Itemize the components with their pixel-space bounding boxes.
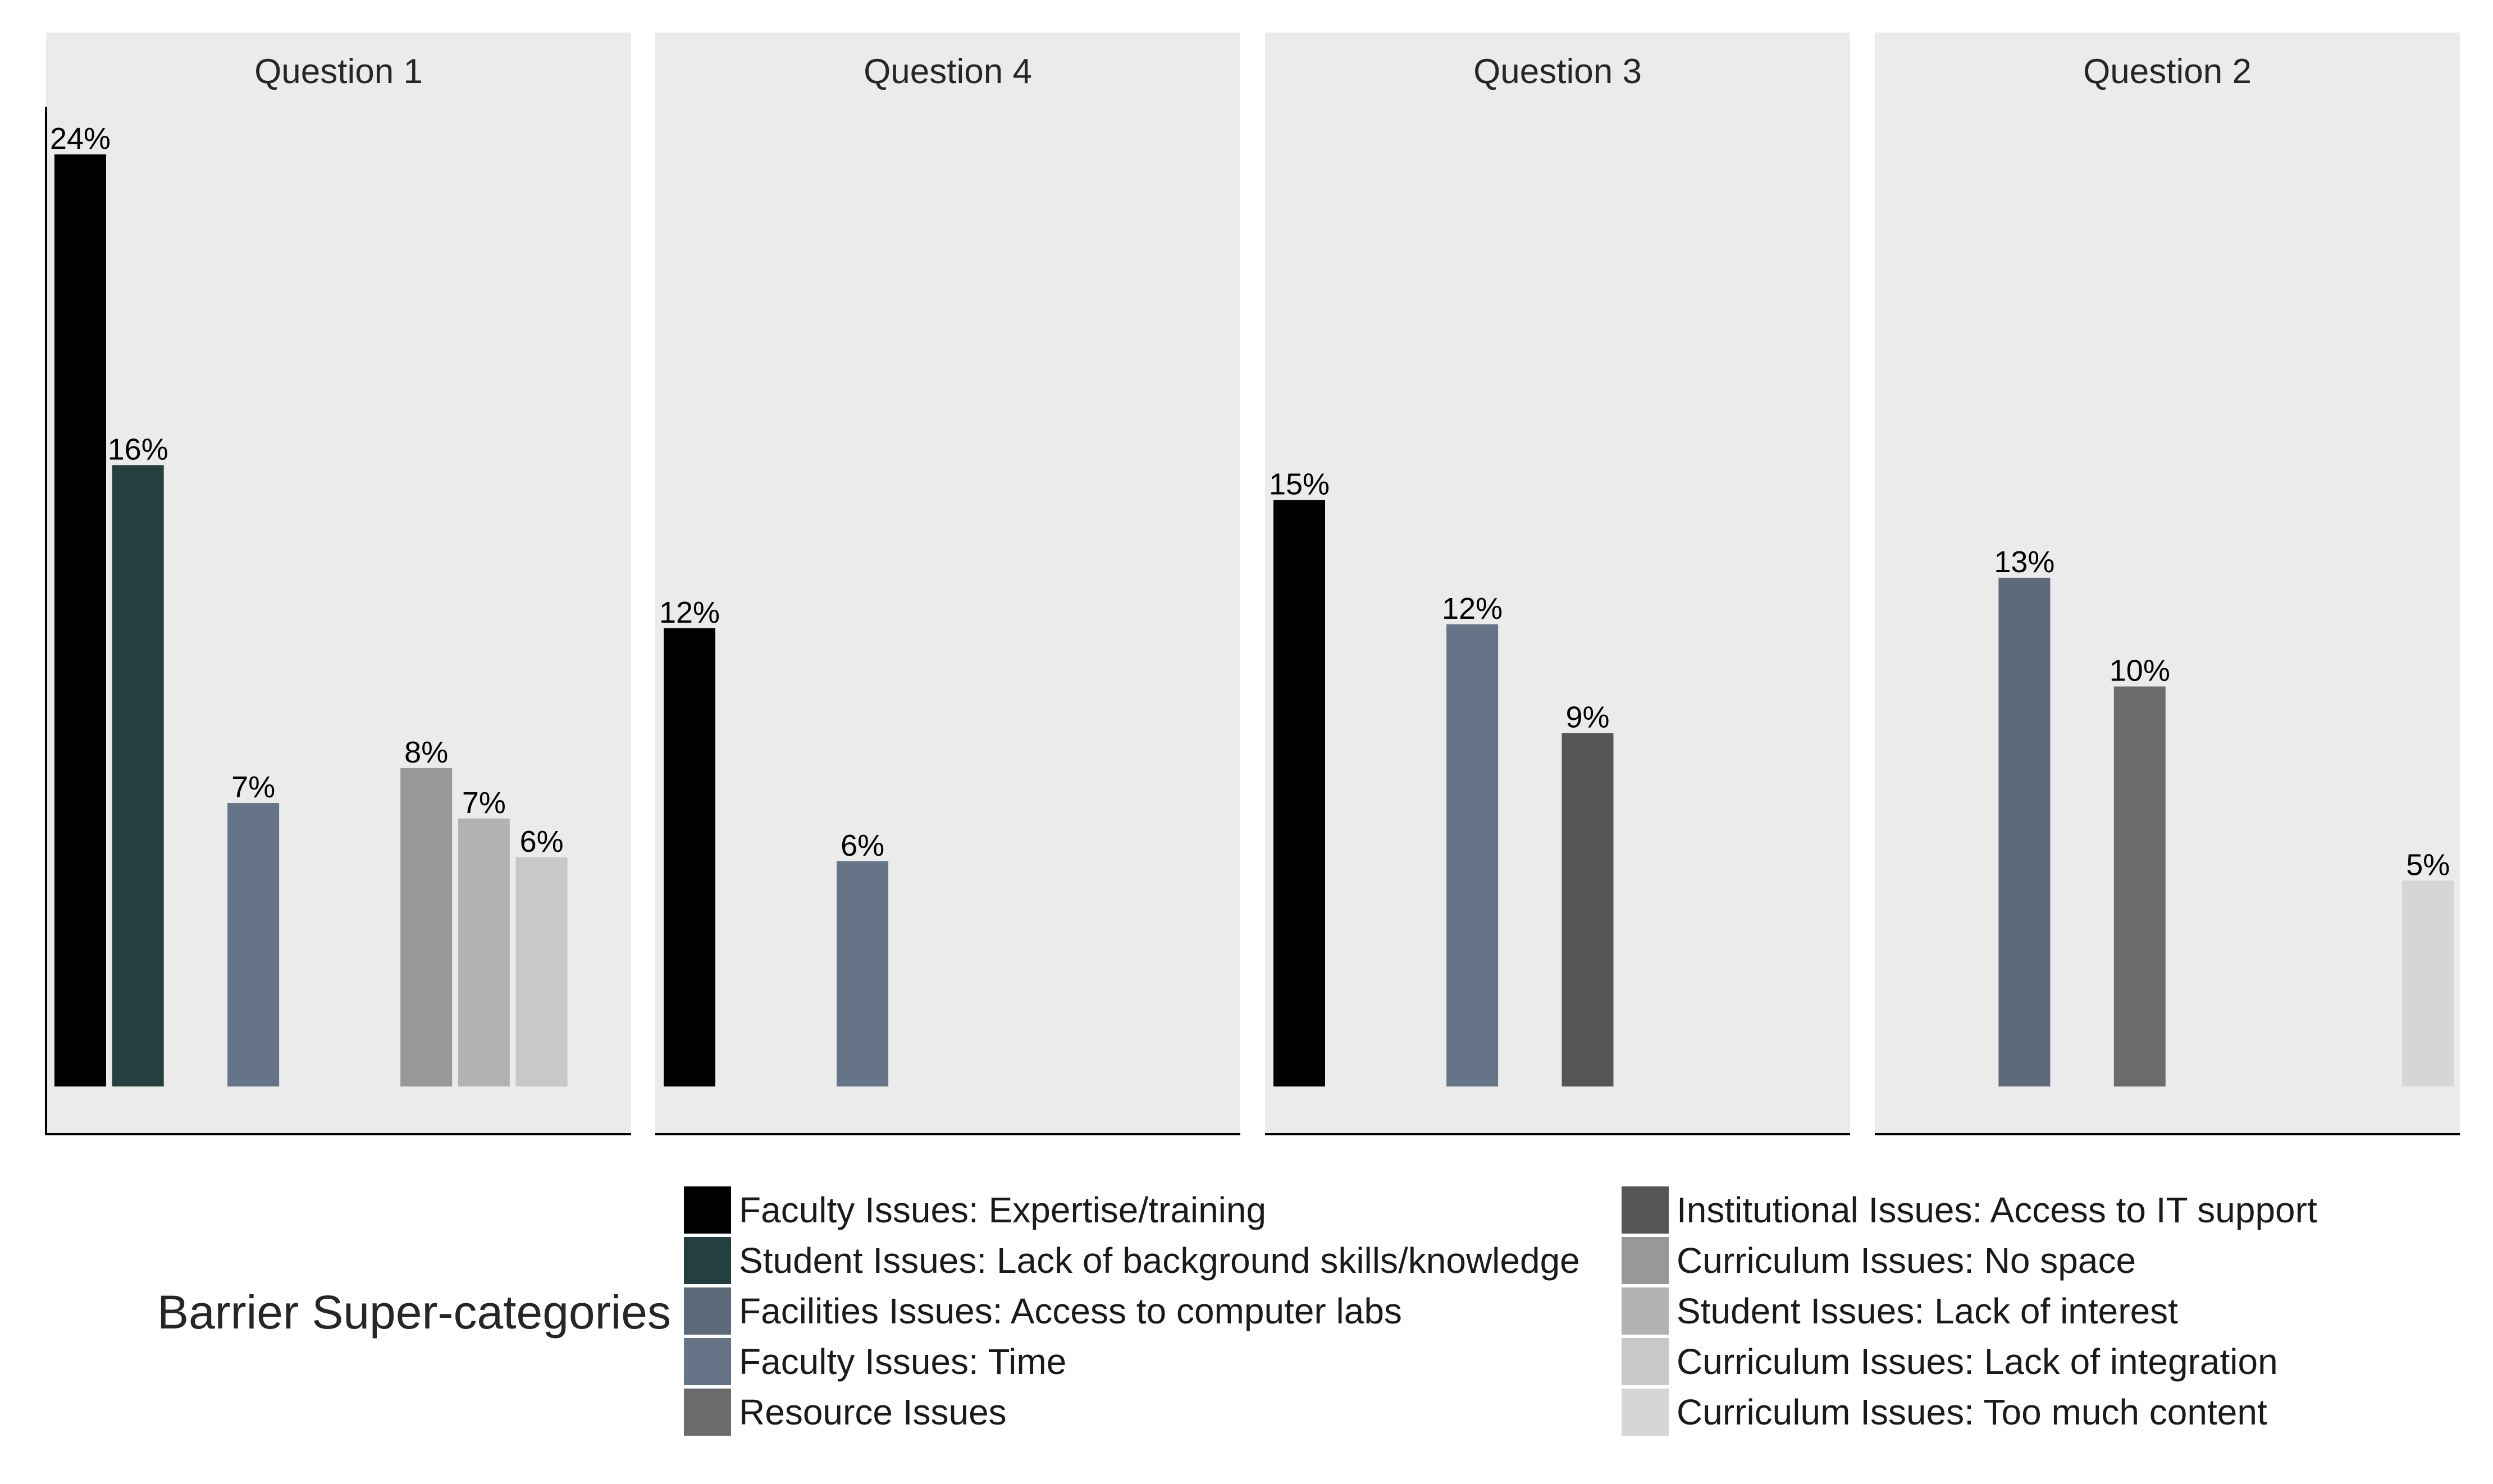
legend-label: Resource Issues [739,1392,1007,1432]
legend-item-curriculum-issues-lack-of-integration: Curriculum Issues: Lack of integration [1622,1338,2278,1385]
bar-question-3-faculty-issues-expertise-training [1273,500,1325,1087]
legend-item-faculty-issues-time: Faculty Issues: Time [684,1338,1066,1385]
panel-title: Question 4 [864,52,1032,91]
legend-swatch [1622,1338,1669,1385]
bar-question-3-institutional-issues-access-to-it-support [1561,733,1614,1086]
bar-value-label: 12% [659,596,720,629]
panel-question-2: Question 2 13% 10% 5% [1875,33,2460,1135]
panel-background [655,33,1240,1134]
legend-swatch [1622,1389,1669,1436]
panel-background [1875,33,2460,1134]
legend-item-institutional-issues-access-to-it-support: Institutional Issues: Access to IT suppo… [1622,1186,2317,1234]
legend-label: Curriculum Issues: No space [1677,1240,2136,1281]
bar-question-1-faculty-issues-expertise-training [54,154,106,1086]
legend-swatch [1622,1287,1669,1335]
panel-question-1: Question 1 24% 16% 7% 8% 7% 6% [45,33,631,1135]
bar-question-4-faculty-issues-time [837,861,889,1086]
legend-item-student-issues-lack-of-interest: Student Issues: Lack of interest [1622,1287,2178,1335]
bar-value-label: 9% [1565,701,1609,734]
bar-value-label: 5% [2406,848,2450,882]
bar-question-2-facilities-issues-access-to-computer-labs [1998,577,2051,1086]
legend-label: Faculty Issues: Time [739,1341,1066,1382]
legend-label: Student Issues: Lack of interest [1677,1291,2178,1331]
legend-swatch [684,1237,731,1284]
bar-question-1-student-issues-lack-of-interest [458,818,510,1086]
legend-label: Curriculum Issues: Too much content [1677,1392,2267,1432]
legend-swatch [684,1186,731,1234]
legend-item-student-issues-lack-of-background-skills-knowledge: Student Issues: Lack of background skill… [684,1237,1580,1284]
bar-value-label: 10% [2110,654,2170,688]
legend-label: Student Issues: Lack of background skill… [739,1240,1580,1281]
legend-item-curriculum-issues-no-space: Curriculum Issues: No space [1622,1237,2136,1284]
legend-swatch [1622,1237,1669,1284]
bar-value-label: 13% [1994,545,2054,579]
panel-title: Question 1 [254,52,423,91]
legend: Barrier Super-categories Faculty Issues:… [157,1186,2317,1436]
legend-item-resource-issues: Resource Issues [684,1389,1007,1436]
legend-swatch [684,1389,731,1436]
bar-value-label: 16% [108,432,168,466]
bar-question-2-resource-issues [2113,686,2166,1086]
panel-background [1265,33,1850,1134]
legend-item-faculty-issues-expertise-training: Faculty Issues: Expertise/training [684,1186,1266,1234]
panel-title: Question 2 [2083,52,2252,91]
bar-question-3-faculty-issues-time [1446,624,1499,1086]
panel-question-3: Question 3 15% 12% 9% [1265,33,1850,1135]
panel-question-4: Question 4 12% 6% [655,33,1240,1135]
legend-label: Curriculum Issues: Lack of integration [1677,1341,2278,1382]
chart-panels: Question 124%16%7%8%7%6%Question 412%6%Q… [45,33,2460,1135]
bar-question-4-faculty-issues-expertise-training [664,628,715,1086]
bar-value-label: 15% [1269,468,1330,501]
bar-value-label: 7% [462,786,506,820]
panel-title: Question 3 [1473,52,1642,91]
legend-label: Faculty Issues: Expertise/training [739,1190,1266,1230]
legend-label: Institutional Issues: Access to IT suppo… [1677,1190,2317,1230]
legend-item-facilities-issues-access-to-computer-labs: Facilities Issues: Access to computer la… [684,1287,1402,1335]
legend-items: Faculty Issues: Expertise/training Studen… [684,1186,2317,1436]
legend-swatch [684,1338,731,1385]
bar-question-1-faculty-issues-time [227,803,280,1086]
legend-swatch [1622,1186,1669,1234]
bar-question-1-student-issues-lack-of-background-skills-knowledge [112,465,164,1087]
bar-question-1-curriculum-issues-no-space [400,768,453,1086]
legend-item-curriculum-issues-too-much-content: Curriculum Issues: Too much content [1622,1389,2267,1436]
legend-label: Facilities Issues: Access to computer la… [739,1291,1402,1331]
legend-title: Barrier Super-categories [157,1286,671,1339]
legend-swatch [684,1287,731,1335]
bar-value-label: 6% [520,825,564,859]
bar-value-label: 24% [50,122,111,156]
bar-value-label: 8% [404,736,448,769]
bar-value-label: 7% [231,770,275,804]
bar-value-label: 6% [841,829,884,862]
bar-value-label: 12% [1442,592,1503,625]
bar-question-2-curriculum-issues-too-much-content [2402,880,2454,1086]
bar-question-1-curriculum-issues-lack-of-integration [515,857,568,1086]
